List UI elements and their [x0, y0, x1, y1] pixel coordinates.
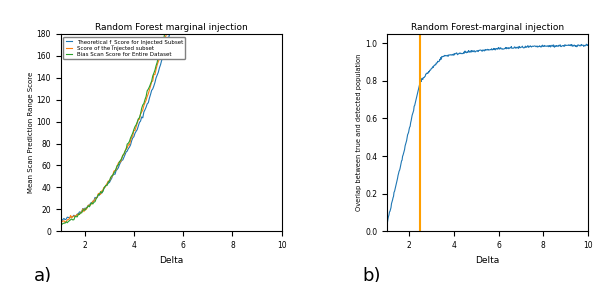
- Bias Scan Score for Entire Dataset: [66, 219, 73, 222]
- Theoretical f_Score for Injected Subset: [57, 219, 64, 222]
- Score of the Injected subset: [57, 221, 64, 224]
- Y-axis label: Mean Scan Prediction Range Score: Mean Scan Prediction Range Score: [28, 72, 33, 193]
- Bias Scan Score for Entire Dataset: [57, 224, 64, 227]
- Score of the Injected subset: [70, 215, 78, 218]
- Line: Score of the Injected subset: Score of the Injected subset: [61, 0, 282, 222]
- Theoretical f_Score for Injected Subset: [72, 215, 79, 218]
- Title: Random Forest-marginal injection: Random Forest-marginal injection: [411, 23, 564, 32]
- Line: Theoretical f_Score for Injected Subset: Theoretical f_Score for Injected Subset: [61, 0, 282, 221]
- Theoretical f_Score for Injected Subset: [67, 215, 74, 218]
- X-axis label: Delta: Delta: [159, 255, 183, 265]
- Bias Scan Score for Entire Dataset: [98, 191, 105, 194]
- Text: b): b): [363, 267, 381, 282]
- Score of the Injected subset: [98, 189, 105, 193]
- Legend: Theoretical f_Score for Injected Subset, Score of the Injected subset, Bias Scan: Theoretical f_Score for Injected Subset,…: [64, 37, 185, 59]
- X-axis label: Delta: Delta: [475, 255, 499, 265]
- Score of the Injected subset: [116, 160, 123, 164]
- Text: a): a): [34, 267, 52, 282]
- Bias Scan Score for Entire Dataset: [70, 218, 78, 221]
- Theoretical f_Score for Injected Subset: [99, 190, 107, 193]
- Theoretical f_Score for Injected Subset: [117, 161, 124, 164]
- Score of the Injected subset: [66, 217, 73, 221]
- Line: Bias Scan Score for Entire Dataset: Bias Scan Score for Entire Dataset: [61, 0, 282, 226]
- Theoretical f_Score for Injected Subset: [58, 219, 65, 222]
- Bias Scan Score for Entire Dataset: [116, 160, 123, 163]
- Title: Random Forest marginal injection: Random Forest marginal injection: [95, 23, 247, 32]
- Y-axis label: Overlap between true and detected population: Overlap between true and detected popula…: [356, 54, 362, 211]
